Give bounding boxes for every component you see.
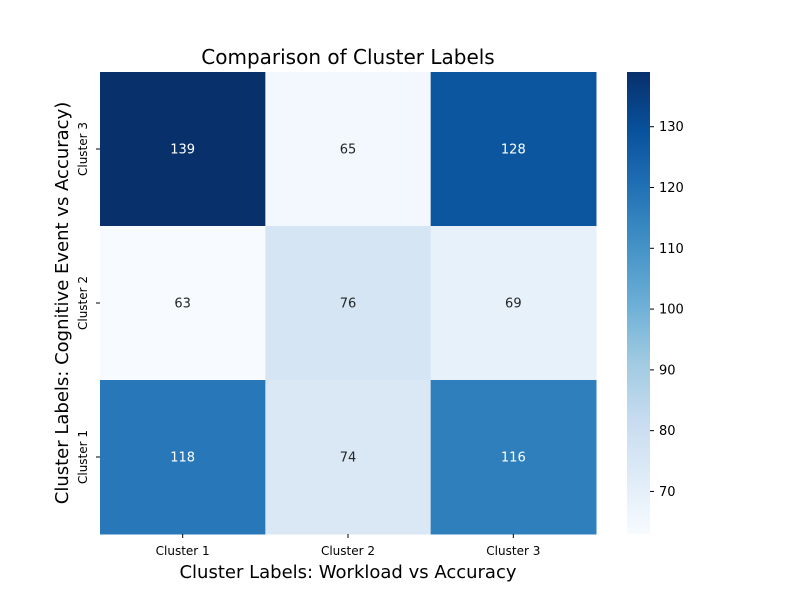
heatmap-cell: [100, 72, 266, 227]
heatmap-cell: [100, 380, 266, 535]
heatmap-cells: [100, 72, 597, 535]
x-axis-ticks: Cluster 1 Cluster 2 Cluster 3: [156, 534, 540, 558]
cell-value-label: 116: [501, 451, 526, 466]
x-tick-label: Cluster 3: [486, 544, 540, 558]
x-tick-label: Cluster 2: [321, 544, 375, 558]
y-tick-label: Cluster 1: [76, 430, 90, 484]
x-axis-label: Cluster Labels: Workload vs Accuracy: [179, 562, 516, 583]
cell-value-label: 76: [340, 297, 357, 312]
cell-value-label: 65: [340, 143, 357, 158]
colorbar-tick-label: 110: [659, 242, 684, 257]
chart-title: Comparison of Cluster Labels: [201, 45, 494, 69]
heatmap-cell: [430, 226, 597, 381]
colorbar-tick-label: 120: [659, 181, 684, 196]
heatmap-cell: [265, 226, 432, 381]
y-axis-label: Cluster Labels: Cognitive Event vs Accur…: [52, 102, 73, 505]
y-axis-ticks: Cluster 3 Cluster 2 Cluster 1: [76, 122, 100, 484]
colorbar-ticks: 70 80 90 100 110 120 130: [650, 120, 684, 500]
heatmap-cell: [100, 226, 266, 381]
cell-value-label: 128: [501, 143, 526, 158]
cell-value-label: 118: [170, 451, 195, 466]
cell-value-label: 74: [340, 451, 357, 466]
heatmap-cell: [430, 72, 597, 227]
cell-value-label: 63: [174, 297, 191, 312]
cell-value-label: 139: [170, 143, 195, 158]
colorbar-tick-label: 130: [659, 120, 684, 135]
colorbar: [627, 72, 650, 534]
heatmap-cell: [430, 380, 597, 535]
heatmap-cell: [265, 380, 432, 535]
colorbar-tick-label: 70: [659, 485, 676, 500]
colorbar-tick-label: 100: [659, 303, 684, 318]
cell-annotations: 139 65 128 63 76 69 118 74 116: [170, 143, 525, 466]
x-tick-label: Cluster 1: [156, 544, 210, 558]
colorbar-tick-label: 90: [659, 363, 676, 378]
cell-value-label: 69: [505, 297, 522, 312]
heatmap-cell: [265, 72, 432, 227]
y-tick-label: Cluster 2: [76, 276, 90, 330]
y-tick-label: Cluster 3: [76, 122, 90, 176]
colorbar-tick-label: 80: [659, 424, 676, 439]
